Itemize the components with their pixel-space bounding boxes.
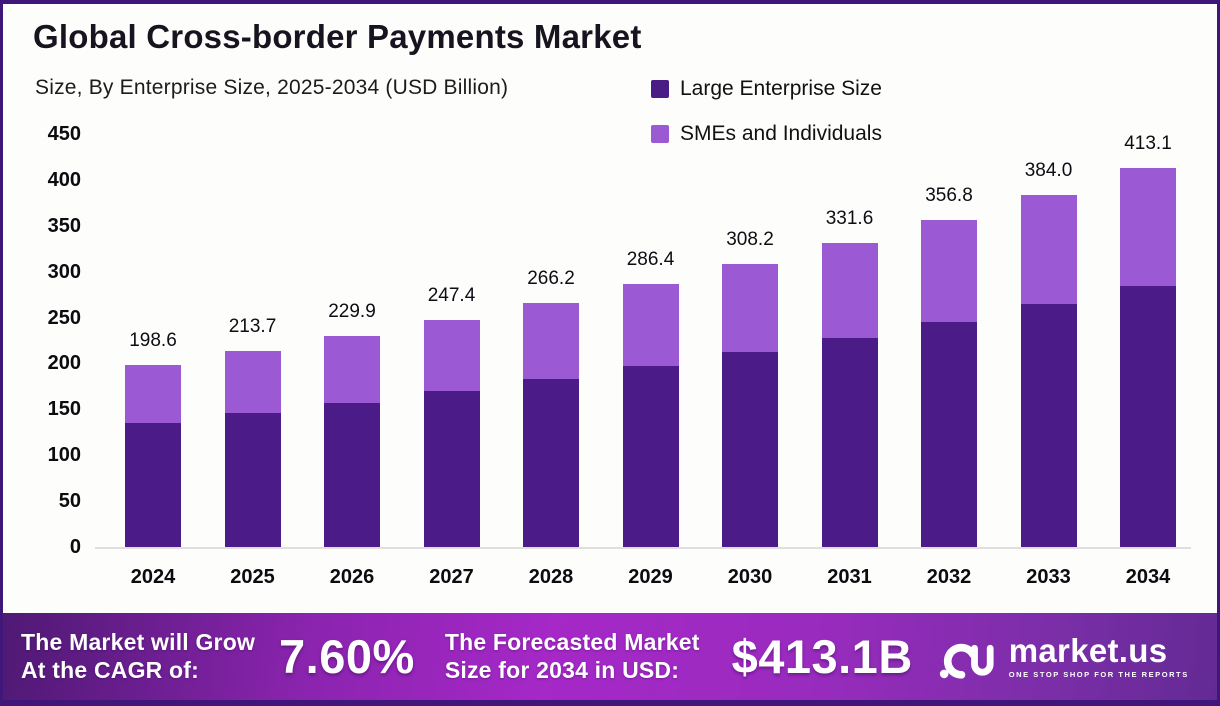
legend-label: SMEs and Individuals bbox=[680, 122, 882, 145]
bar-segment-large-enterprise bbox=[1020, 303, 1077, 547]
cagr-banner: The Market will Grow At the CAGR of: 7.6… bbox=[3, 613, 1217, 700]
bar-segment-large-enterprise bbox=[523, 379, 579, 547]
bar-total-label: 413.1 bbox=[1124, 132, 1172, 154]
forecast-label-line1: The Forecasted Market bbox=[444, 629, 700, 656]
x-axis-baseline bbox=[95, 547, 1191, 549]
bar-total-label: 229.9 bbox=[328, 301, 376, 323]
y-tick-label: 100 bbox=[47, 444, 81, 467]
bar-segment-smes bbox=[821, 242, 878, 338]
bar-group-2027: 247.4 bbox=[422, 285, 482, 547]
y-axis: 450 400 350 300 250 200 150 100 50 0 bbox=[23, 123, 81, 558]
bar-segment-smes bbox=[125, 364, 181, 424]
legend-label: Large Enterprise Size bbox=[680, 77, 882, 100]
bar-total-label: 198.6 bbox=[129, 329, 177, 351]
brand-text: market.us ONE STOP SHOP FOR THE REPORTS bbox=[1009, 634, 1189, 679]
legend-item-large-enterprise: Large Enterprise Size bbox=[651, 77, 882, 101]
legend-item-smes-individuals: SMEs and Individuals bbox=[651, 122, 882, 146]
bar-segment-large-enterprise bbox=[224, 413, 281, 547]
x-tick-label: 2030 bbox=[727, 566, 773, 588]
legend-swatch-dark-icon bbox=[651, 80, 669, 98]
y-tick-label: 150 bbox=[47, 398, 81, 421]
bar-group-2032: 356.8 bbox=[919, 185, 979, 547]
bar-segment-large-enterprise bbox=[921, 322, 977, 547]
plot-area: 198.6 213.7 229.9 247.4 266.2 286.4 308.2 331.6… bbox=[95, 133, 1191, 549]
x-tick-label: 2025 bbox=[230, 566, 275, 588]
bar-segment-smes bbox=[1020, 194, 1077, 304]
cagr-value: 7.60% bbox=[279, 630, 415, 683]
bar-group-2028: 266.2 bbox=[521, 268, 581, 547]
bar-group-2033: 384.0 bbox=[1019, 160, 1079, 547]
bar-segment-large-enterprise bbox=[821, 337, 878, 547]
x-tick-label: 2026 bbox=[329, 566, 375, 588]
bar-group-2026: 229.9 bbox=[322, 301, 382, 547]
x-tick-label: 2034 bbox=[1125, 566, 1171, 588]
y-tick-label: 350 bbox=[47, 214, 81, 237]
bar-segment-large-enterprise bbox=[423, 390, 480, 547]
cagr-label-line1: The Market will Grow bbox=[21, 629, 256, 656]
forecast-value: $413.1B bbox=[731, 630, 913, 683]
x-tick-label: 2028 bbox=[528, 566, 574, 588]
bar-segment-large-enterprise bbox=[722, 352, 778, 547]
bar-segment-smes bbox=[622, 284, 679, 367]
x-tick-label: 2032 bbox=[926, 566, 972, 588]
bar-total-label: 331.6 bbox=[825, 207, 874, 229]
bar-group-2034: 413.1 bbox=[1118, 133, 1178, 547]
bar-group-2030: 308.2 bbox=[720, 229, 780, 547]
y-tick-label: 50 bbox=[58, 490, 81, 513]
bar-segment-smes bbox=[1120, 167, 1176, 287]
bar-group-2024: 198.6 bbox=[123, 330, 183, 547]
forecast-label-line2: Size for 2034 in USD: bbox=[444, 656, 680, 683]
x-tick-label: 2024 bbox=[130, 566, 176, 588]
bar-total-label: 247.4 bbox=[427, 284, 476, 306]
y-tick-label: 300 bbox=[47, 260, 81, 283]
x-tick-label: 2029 bbox=[628, 566, 673, 588]
bar-group-2025: 213.7 bbox=[223, 316, 283, 547]
market-us-logo-icon bbox=[939, 643, 994, 679]
bar-total-label: 266.2 bbox=[527, 267, 575, 289]
brand-logo: market.us ONE STOP SHOP FOR THE REPORTS bbox=[939, 632, 1189, 682]
bar-segment-large-enterprise bbox=[1120, 286, 1176, 547]
bar-segment-large-enterprise bbox=[324, 402, 380, 547]
bars-container: 198.6 213.7 229.9 247.4 266.2 286.4 308.2 331.6… bbox=[99, 133, 1191, 547]
bar-total-label: 384.0 bbox=[1024, 159, 1073, 181]
x-tick-label: 2033 bbox=[1026, 566, 1071, 588]
bar-segment-large-enterprise bbox=[622, 366, 679, 547]
y-tick-label: 450 bbox=[47, 123, 81, 145]
x-axis-labels: 2024 2025 2026 2027 2028 2029 2030 2031 2032 2033… bbox=[99, 566, 1191, 589]
bar-group-2029: 286.4 bbox=[621, 249, 681, 547]
bar-segment-smes bbox=[722, 264, 778, 353]
cagr-label: The Market will Grow At the CAGR of: bbox=[21, 629, 255, 683]
chart-subtitle: Size, By Enterprise Size, 2025-2034 (USD… bbox=[35, 76, 509, 99]
forecast-label: The Forecasted Market Size for 2034 in U… bbox=[445, 629, 700, 683]
brand-tagline: ONE STOP SHOP FOR THE REPORTS bbox=[1008, 670, 1189, 680]
bar-group-2031: 331.6 bbox=[820, 208, 880, 547]
bar-total-label: 356.8 bbox=[925, 184, 973, 206]
y-tick-label: 400 bbox=[47, 168, 81, 191]
bar-segment-smes bbox=[921, 219, 977, 323]
brand-name: market.us bbox=[1008, 632, 1168, 670]
y-tick-label: 200 bbox=[47, 352, 81, 375]
stacked-bar-chart: 450 400 350 300 250 200 150 100 50 0 198.6 213.7 22… bbox=[23, 123, 1191, 604]
cagr-label-line2: At the CAGR of: bbox=[21, 656, 200, 683]
y-tick-label: 0 bbox=[69, 536, 81, 558]
bar-segment-smes bbox=[523, 302, 579, 380]
y-tick-label: 250 bbox=[47, 306, 81, 329]
legend-swatch-light-icon bbox=[651, 125, 669, 143]
bar-segment-smes bbox=[324, 336, 380, 403]
chart-legend: Large Enterprise Size SMEs and Individua… bbox=[651, 77, 882, 167]
page-title: Global Cross-border Payments Market bbox=[33, 18, 642, 55]
bar-segment-smes bbox=[224, 350, 281, 414]
bar-total-label: 308.2 bbox=[726, 229, 774, 251]
bar-segment-smes bbox=[423, 319, 480, 391]
bar-segment-large-enterprise bbox=[125, 423, 181, 547]
x-tick-label: 2027 bbox=[429, 566, 474, 588]
bar-total-label: 213.7 bbox=[228, 315, 277, 337]
x-tick-label: 2031 bbox=[827, 566, 872, 588]
bar-total-label: 286.4 bbox=[626, 249, 675, 271]
